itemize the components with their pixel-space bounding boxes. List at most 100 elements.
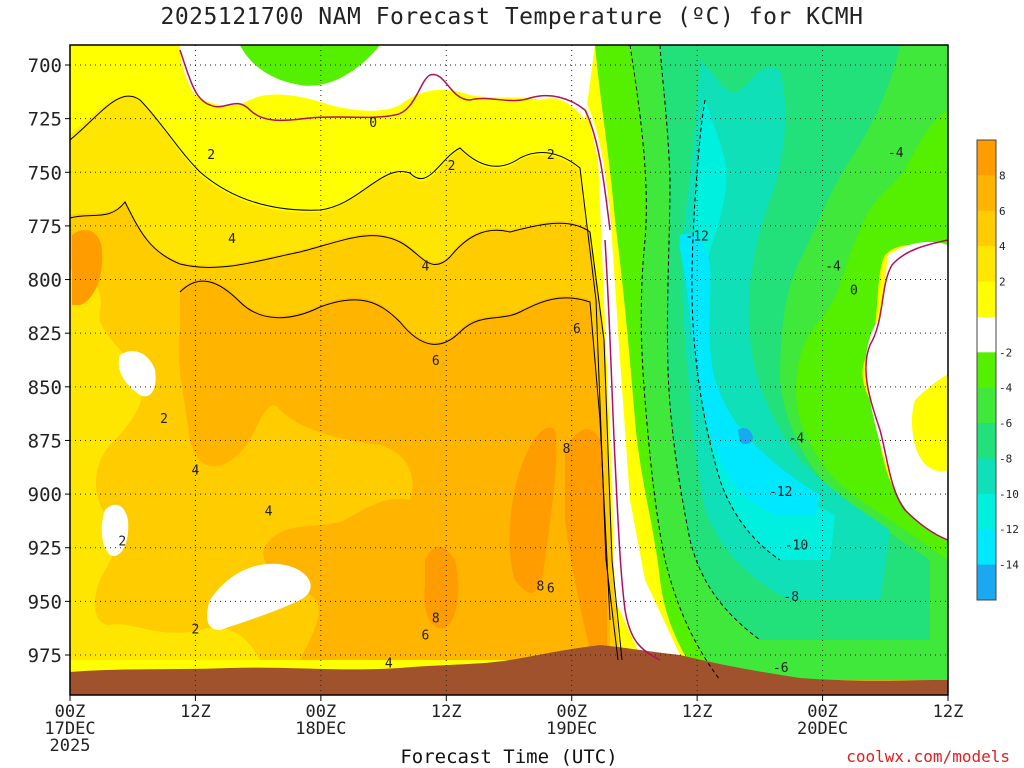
- x-tick-label: 20DEC: [797, 719, 848, 739]
- contour-label: 4: [228, 232, 236, 247]
- contour-line-4c: [70, 201, 623, 661]
- contour-label: 4: [385, 657, 393, 672]
- y-tick-label: 700: [28, 55, 62, 77]
- contour-label: 6: [432, 354, 440, 369]
- contour-label: 8: [432, 612, 440, 627]
- colorbar-bin: [977, 458, 996, 495]
- y-tick-label: 750: [28, 162, 62, 184]
- colorbar: 8 6 4 2 -2 -4 -6 -8 -10 -12 -14: [976, 139, 1019, 601]
- contour-label: 8: [563, 442, 571, 457]
- contour-label: 6: [421, 629, 429, 644]
- colorbar-label: -10: [999, 488, 1019, 501]
- plot-frame: [69, 44, 949, 696]
- contour-line-6c: [179, 280, 611, 621]
- colorbar-label: -14: [999, 559, 1019, 572]
- colorbar-bin: [977, 175, 996, 212]
- temperature-fill-layer: [70, 45, 948, 695]
- contour-line-minus8c: [659, 45, 761, 641]
- colorbar-label: -4: [999, 382, 1013, 395]
- colorbar-bin: [977, 140, 996, 176]
- x-tick-label: 12Z: [431, 702, 462, 722]
- contour-label: 2: [160, 412, 168, 427]
- contour-label: -4: [789, 431, 805, 446]
- x-tick-label: 00Z: [807, 702, 838, 722]
- grid-layer: [70, 45, 948, 695]
- colorbar-bin: [977, 529, 996, 566]
- y-tick-label: 825: [28, 323, 62, 345]
- colorbar-label: -8: [999, 452, 1012, 465]
- colorbar-bin: [977, 210, 996, 247]
- y-tick-label: 950: [28, 591, 62, 613]
- contour-label: 2: [118, 534, 126, 549]
- band-8-plus-b: [565, 429, 607, 650]
- colorbar-frame: [976, 139, 997, 601]
- band-8-plus-a: [509, 427, 557, 594]
- x-tick-label: 12Z: [180, 702, 211, 722]
- contour-label: -12: [769, 485, 792, 500]
- x-axis-title: Forecast Time (UTC): [400, 746, 618, 768]
- contour-label: -6: [773, 661, 789, 676]
- colorbar-bin: [977, 281, 996, 318]
- x-tick-label: 00Z: [55, 702, 86, 722]
- y-tick-label: 800: [28, 270, 62, 292]
- contour-line-minus4c: [629, 45, 721, 681]
- y-tick-label: 975: [28, 645, 62, 667]
- colorbar-label: 8: [999, 169, 1006, 182]
- colorbar-bin: [977, 316, 996, 353]
- x-tick-label: 17DEC: [44, 719, 95, 739]
- contour-label: 4: [192, 463, 200, 478]
- contour-label: 4: [265, 504, 273, 519]
- band-8-plus-c: [424, 546, 459, 629]
- colorbar-label: -12: [999, 523, 1019, 536]
- terrain-ground: [70, 645, 948, 695]
- band-yellow-right: [911, 375, 948, 472]
- contour-label: -12: [685, 230, 708, 245]
- contour-label: 0: [369, 116, 377, 131]
- contour-label: 0: [850, 283, 858, 298]
- y-tick-label: 875: [28, 430, 62, 452]
- contour-label: -8: [783, 590, 799, 605]
- colorbar-label: 2: [999, 276, 1006, 289]
- y-axis: 700 725 750 775 800 825 850 875 900 925 950 975: [28, 55, 70, 667]
- y-tick-label: 925: [28, 538, 62, 560]
- colorbar-bin: [977, 387, 996, 424]
- band-below-minus14: [738, 427, 753, 445]
- colorbar-label: 6: [999, 205, 1006, 218]
- contour-line-0c-front: [604, 239, 661, 661]
- contour-line-minus12c: [691, 99, 781, 561]
- x-tick-label: 2025: [50, 736, 91, 756]
- y-tick-label: 725: [28, 109, 62, 131]
- contour-line-2c: [70, 95, 619, 661]
- watermark: coolwx.com/models: [846, 747, 1010, 766]
- colorbar-bin: [977, 564, 996, 601]
- colorbar-label: -6: [999, 417, 1012, 430]
- band-6-8: [178, 279, 611, 660]
- chart-title: 2025121700 NAM Forecast Temperature (ºC)…: [160, 4, 864, 30]
- band-white-pocket-2: [207, 563, 311, 630]
- colorbar-label: -2: [999, 346, 1012, 359]
- contour-label: 8: [536, 579, 544, 594]
- x-tick-label: 00Z: [305, 702, 336, 722]
- colorbar-bin: [977, 493, 996, 530]
- band-0-minus2-front: [585, 100, 680, 655]
- contour-label: 4: [421, 260, 429, 275]
- contour-line-0c-right: [865, 239, 948, 541]
- contour-label: -4: [825, 260, 841, 275]
- colorbar-bin: [977, 246, 996, 283]
- contour-label: 6: [573, 322, 581, 337]
- contour-label: -4: [888, 146, 904, 161]
- y-tick-label: 850: [28, 377, 62, 399]
- band-8-plus-d: [72, 230, 103, 305]
- colorbar-bin: [977, 423, 996, 459]
- contour-label: 2: [207, 148, 215, 163]
- contour-line-0c-top: [179, 49, 611, 231]
- contour-label: 2: [448, 159, 456, 174]
- x-tick-label: 12Z: [933, 702, 964, 722]
- x-tick-label: 12Z: [682, 702, 713, 722]
- contour-label: 6: [547, 581, 555, 596]
- band-minus12-minus14: [679, 233, 820, 515]
- colorbar-bin: [977, 352, 996, 389]
- y-tick-label: 900: [28, 484, 62, 506]
